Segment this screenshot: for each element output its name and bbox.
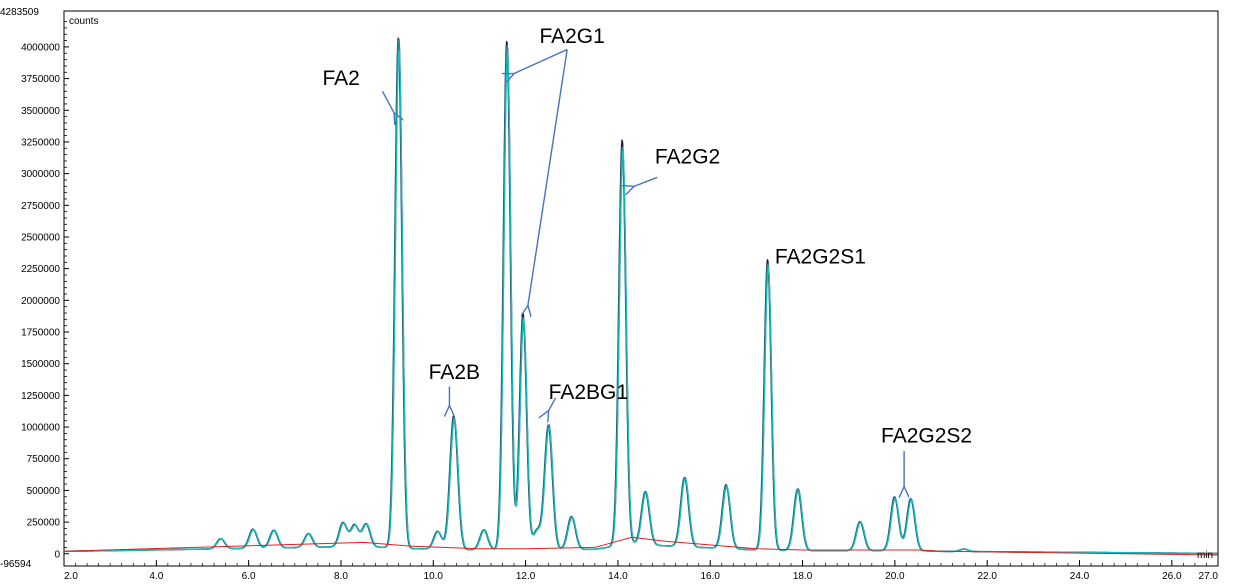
peak-label: FA2G2S1: [775, 246, 866, 269]
y-tick-label: 1750000: [21, 328, 60, 339]
y-tick-label: 2750000: [21, 201, 60, 212]
y-tick-label: 0: [54, 549, 60, 560]
peak-label: FA2G2: [655, 145, 720, 168]
y-tick-label: 1250000: [21, 391, 60, 402]
x-tick-label: 2.0: [64, 571, 78, 582]
y-axis-ticks: 4000000 3750000 3500000 3250000 3000000 27500…: [21, 21, 69, 560]
peak-arrow: [549, 397, 557, 411]
x-tick-label: 26.0: [1162, 571, 1182, 582]
y-tick-label: 2500000: [21, 232, 60, 243]
x-tick-label: 24.0: [1070, 571, 1090, 582]
x-axis-unit: min: [1197, 550, 1213, 561]
peak-annotations: FA2 FA2G1 FA2B FA2BG1 FA2G2 FA2G2S1 FA2G2S2: [322, 25, 972, 486]
y-tick-label: 500000: [27, 486, 61, 497]
peak-arrow: [528, 49, 568, 305]
y-axis-unit: counts: [69, 16, 98, 27]
y-tick-label: 2250000: [21, 264, 60, 275]
y-tick-label: 1000000: [21, 423, 60, 434]
x-tick-label: 6.0: [242, 571, 256, 582]
peak-label: FA2BG1: [549, 381, 628, 404]
x-tick-label: 18.0: [793, 571, 813, 582]
integration-baseline: [63, 536, 1219, 556]
x-tick-label: 20.0: [885, 571, 905, 582]
y-tick-label: 3000000: [21, 169, 60, 180]
y-tick-label: 3500000: [21, 106, 60, 117]
peak-arrow: [514, 48, 568, 73]
peak-label: FA2G2S2: [881, 424, 972, 447]
y-tick-label: 3750000: [21, 74, 60, 85]
y-tick-label: 750000: [27, 454, 61, 465]
peak-label: FA2: [322, 67, 359, 90]
x-tick-label: 14.0: [608, 571, 628, 582]
y-tick-label: 1500000: [21, 359, 60, 370]
peak-arrow: [634, 176, 658, 186]
peak-arrow: [381, 90, 395, 113]
baseline-line: [63, 536, 1219, 556]
peak-label: FA2G1: [539, 25, 604, 48]
peak-label: FA2B: [429, 361, 480, 384]
plot-area: [63, 10, 1219, 567]
x-tick-label: 4.0: [149, 571, 163, 582]
y-tick-label: 3250000: [21, 137, 60, 148]
x-tick-label: 27.0: [1199, 571, 1219, 582]
y-axis-bottom-value: -96594: [0, 559, 32, 570]
x-tick-label: 16.0: [701, 571, 721, 582]
x-tick-label: 12.0: [516, 571, 536, 582]
x-tick-label: 22.0: [977, 571, 997, 582]
y-tick-label: 4000000: [21, 42, 60, 53]
y-axis-top-value: 4283509: [0, 7, 39, 18]
x-axis-ticks: 2.0 4.0 6.0 8.0 10.0 12.0 14.0 16.0 18.0 20.0 22.0…: [63, 560, 1219, 582]
y-tick-label: 2000000: [21, 296, 60, 307]
x-tick-label: 10.0: [424, 571, 444, 582]
y-tick-label: 250000: [27, 518, 61, 529]
x-tick-label: 8.0: [334, 571, 348, 582]
